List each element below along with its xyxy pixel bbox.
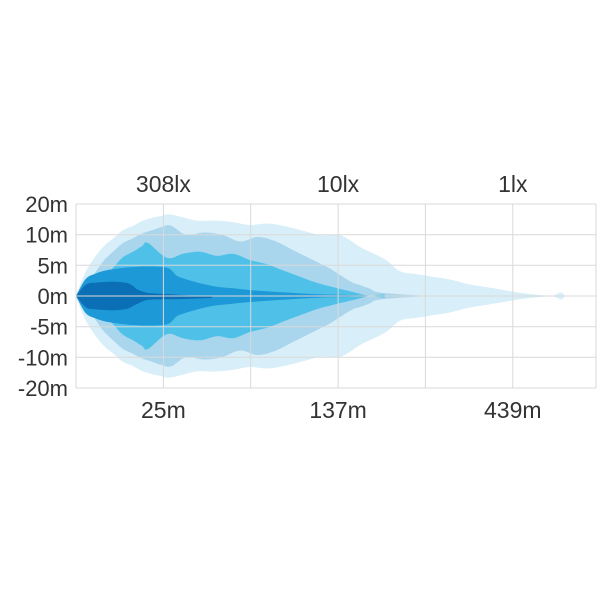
svg-text:-10m: -10m [18,345,68,370]
svg-text:10lx: 10lx [317,171,360,197]
svg-text:5m: 5m [37,253,68,278]
svg-text:20m: 20m [25,192,68,217]
svg-text:10m: 10m [25,223,68,248]
svg-text:-20m: -20m [18,376,68,401]
svg-text:0m: 0m [37,284,68,309]
svg-text:137m: 137m [309,397,367,423]
svg-text:25m: 25m [141,397,186,423]
svg-text:1lx: 1lx [498,171,528,197]
svg-text:-5m: -5m [30,315,68,340]
svg-text:308lx: 308lx [136,171,191,197]
svg-text:439m: 439m [484,397,542,423]
